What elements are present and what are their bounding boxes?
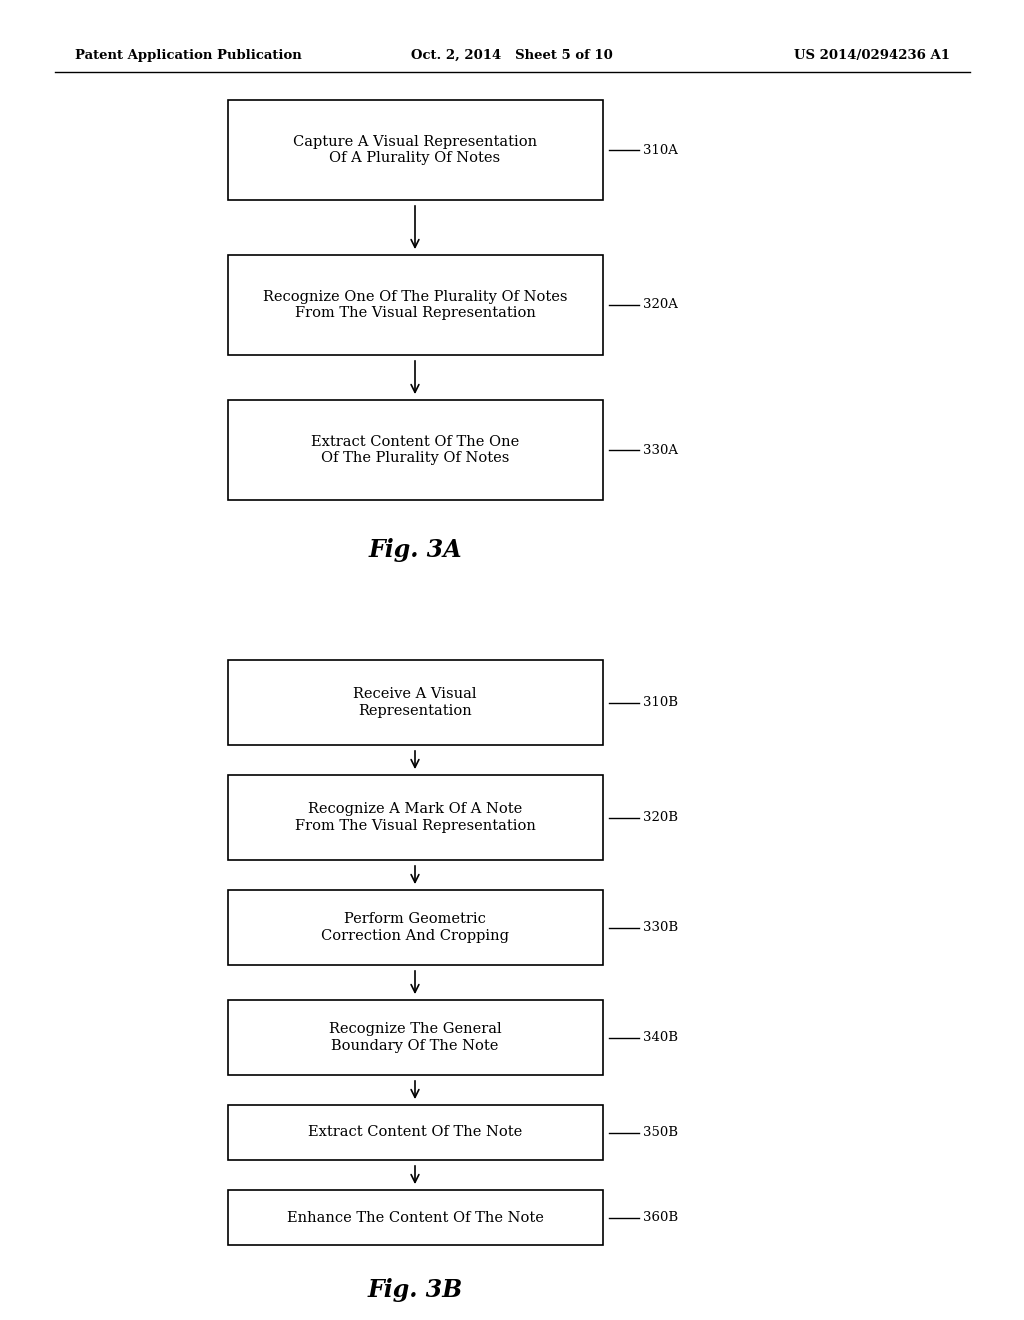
Text: 350B: 350B [643,1126,679,1139]
Text: US 2014/0294236 A1: US 2014/0294236 A1 [794,49,950,62]
Bar [227,255,602,355]
Bar [227,100,602,201]
Bar [227,775,602,861]
Text: 330B: 330B [643,921,679,935]
Bar [227,890,602,965]
Text: Enhance The Content Of The Note: Enhance The Content Of The Note [287,1210,544,1225]
Text: Recognize The General
Boundary Of The Note: Recognize The General Boundary Of The No… [329,1023,502,1052]
Bar [227,1191,602,1245]
Text: Fig. 3A: Fig. 3A [369,539,462,562]
Bar [227,660,602,744]
Text: 330A: 330A [643,444,679,457]
Text: Recognize A Mark Of A Note
From The Visual Representation: Recognize A Mark Of A Note From The Visu… [295,803,536,833]
Text: 320B: 320B [643,810,679,824]
Text: Extract Content Of The Note: Extract Content Of The Note [308,1126,522,1139]
Text: Oct. 2, 2014   Sheet 5 of 10: Oct. 2, 2014 Sheet 5 of 10 [411,49,613,62]
Text: Patent Application Publication: Patent Application Publication [75,49,302,62]
Bar [227,1105,602,1160]
Bar [227,400,602,500]
Text: Perform Geometric
Correction And Cropping: Perform Geometric Correction And Croppin… [321,912,509,942]
Text: 310B: 310B [643,696,679,709]
Text: 320A: 320A [643,298,678,312]
Text: Recognize One Of The Plurality Of Notes
From The Visual Representation: Recognize One Of The Plurality Of Notes … [263,290,567,321]
Text: Receive A Visual
Representation: Receive A Visual Representation [353,688,477,718]
Bar [227,1001,602,1074]
Text: Extract Content Of The One
Of The Plurality Of Notes: Extract Content Of The One Of The Plural… [311,434,519,465]
Text: 310A: 310A [643,144,678,157]
Text: 360B: 360B [643,1210,679,1224]
Text: 340B: 340B [643,1031,679,1044]
Text: Fig. 3B: Fig. 3B [368,1278,463,1302]
Text: Capture A Visual Representation
Of A Plurality Of Notes: Capture A Visual Representation Of A Plu… [293,135,537,165]
